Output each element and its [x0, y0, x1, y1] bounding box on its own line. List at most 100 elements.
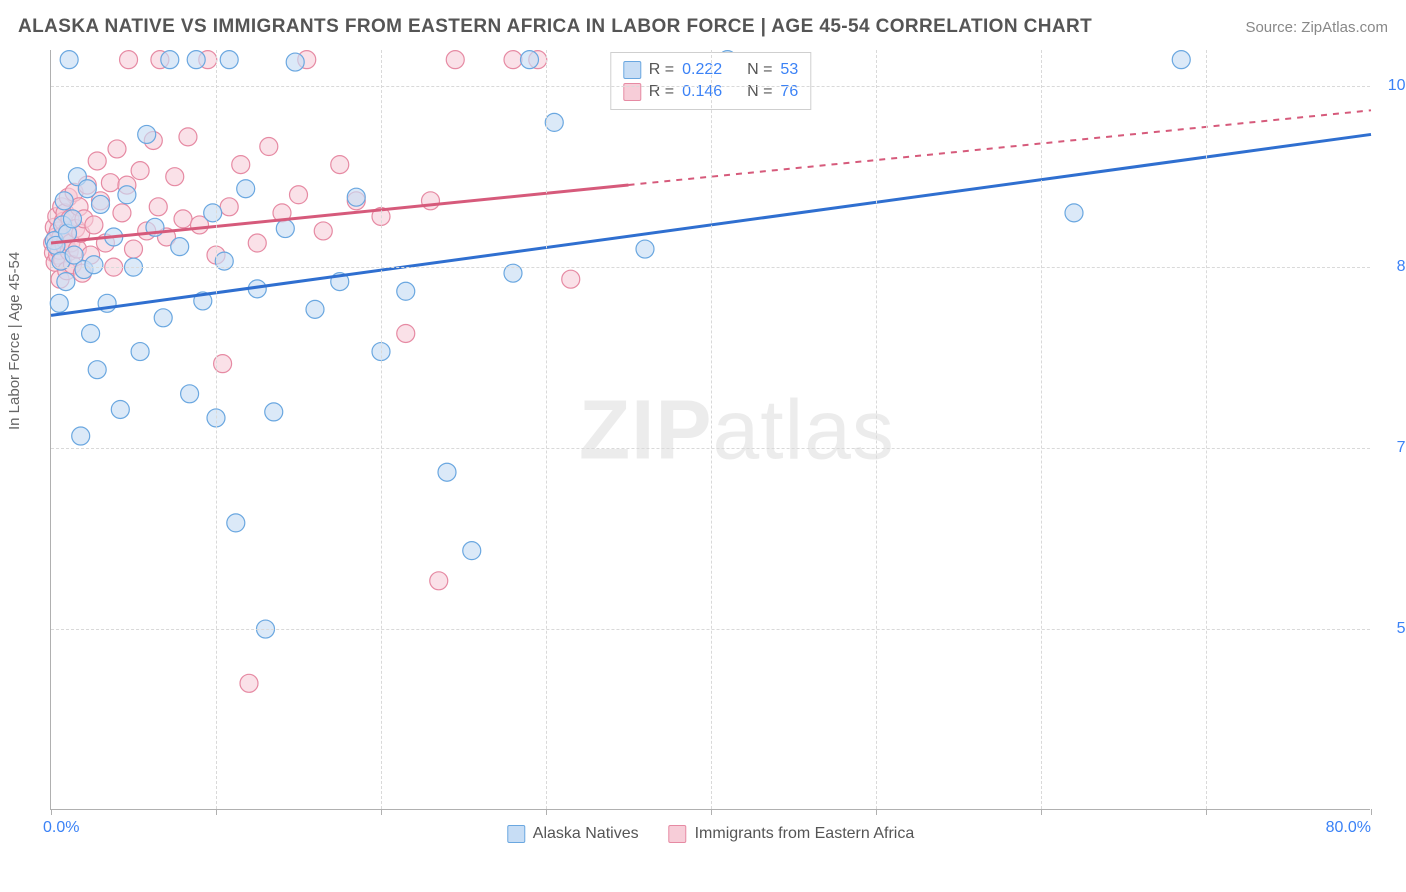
- scatter-point-blue: [118, 186, 136, 204]
- scatter-point-pink: [108, 140, 126, 158]
- scatter-point-pink: [149, 198, 167, 216]
- swatch-blue: [623, 61, 641, 79]
- legend-item-blue: Alaska Natives: [507, 825, 639, 843]
- chart-title: ALASKA NATIVE VS IMMIGRANTS FROM EASTERN…: [18, 16, 1092, 38]
- trend-line-pink: [51, 185, 629, 243]
- scatter-point-blue: [347, 188, 365, 206]
- scatter-point-blue: [227, 514, 245, 532]
- plot-area: ZIPatlas R = 0.222 N = 53 R = 0.146 N = …: [50, 50, 1370, 810]
- scatter-point-blue: [1172, 51, 1190, 69]
- scatter-point-blue: [82, 324, 100, 342]
- scatter-point-blue: [265, 403, 283, 421]
- scatter-point-pink: [131, 162, 149, 180]
- scatter-point-pink: [220, 198, 238, 216]
- scatter-point-blue: [521, 51, 539, 69]
- n-label: N =: [747, 59, 772, 81]
- r-label: R =: [649, 59, 674, 81]
- scatter-point-blue: [237, 180, 255, 198]
- y-tick-label: 70.0%: [1382, 439, 1406, 457]
- r-label: R =: [649, 81, 674, 103]
- scatter-point-blue: [286, 53, 304, 71]
- scatter-point-blue: [50, 294, 68, 312]
- scatter-point-blue: [438, 463, 456, 481]
- scatter-point-pink: [397, 324, 415, 342]
- scatter-point-blue: [60, 51, 78, 69]
- swatch-pink: [669, 825, 687, 843]
- scatter-point-pink: [314, 222, 332, 240]
- y-tick-label: 55.0%: [1382, 620, 1406, 638]
- x-tick-mark: [381, 809, 382, 815]
- scatter-point-blue: [171, 238, 189, 256]
- title-row: ALASKA NATIVE VS IMMIGRANTS FROM EASTERN…: [18, 16, 1388, 38]
- chart-container: ALASKA NATIVE VS IMMIGRANTS FROM EASTERN…: [0, 0, 1406, 892]
- scatter-point-blue: [204, 204, 222, 222]
- scatter-point-pink: [260, 138, 278, 156]
- scatter-point-blue: [187, 51, 205, 69]
- scatter-point-blue: [131, 343, 149, 361]
- gridline-v: [711, 50, 712, 809]
- y-tick-label: 100.0%: [1382, 77, 1406, 95]
- scatter-point-pink: [125, 240, 143, 258]
- scatter-point-blue: [72, 427, 90, 445]
- y-tick-label: 85.0%: [1382, 258, 1406, 276]
- scatter-point-blue: [78, 180, 96, 198]
- scatter-point-blue: [1065, 204, 1083, 222]
- legend-label-blue: Alaska Natives: [533, 825, 639, 843]
- scatter-point-blue: [161, 51, 179, 69]
- scatter-point-pink: [166, 168, 184, 186]
- scatter-point-pink: [290, 186, 308, 204]
- scatter-point-blue: [138, 125, 156, 143]
- x-tick-mark: [711, 809, 712, 815]
- x-tick-mark: [546, 809, 547, 815]
- scatter-point-pink: [504, 51, 522, 69]
- scatter-point-pink: [562, 270, 580, 288]
- scatter-point-blue: [276, 220, 294, 238]
- gridline-v: [876, 50, 877, 809]
- scatter-point-blue: [545, 113, 563, 131]
- scatter-point-blue: [220, 51, 238, 69]
- scatter-point-pink: [430, 572, 448, 590]
- scatter-point-pink: [240, 674, 258, 692]
- x-tick-mark: [51, 809, 52, 815]
- x-tick-label: 80.0%: [1326, 819, 1371, 837]
- scatter-point-blue: [306, 300, 324, 318]
- source-label: Source: ZipAtlas.com: [1245, 19, 1388, 36]
- scatter-point-blue: [63, 210, 81, 228]
- gridline-v: [216, 50, 217, 809]
- scatter-point-pink: [179, 128, 197, 146]
- scatter-point-blue: [636, 240, 654, 258]
- swatch-blue: [507, 825, 525, 843]
- x-tick-mark: [1041, 809, 1042, 815]
- x-tick-mark: [876, 809, 877, 815]
- scatter-point-blue: [88, 361, 106, 379]
- n-value-blue: 53: [780, 59, 798, 81]
- x-tick-mark: [216, 809, 217, 815]
- y-axis-label: In Labor Force | Age 45-54: [6, 252, 23, 430]
- scatter-point-pink: [174, 210, 192, 228]
- gridline-v: [381, 50, 382, 809]
- x-tick-label: 0.0%: [43, 819, 79, 837]
- scatter-point-pink: [232, 156, 250, 174]
- legend-item-pink: Immigrants from Eastern Africa: [669, 825, 915, 843]
- scatter-point-pink: [248, 234, 266, 252]
- scatter-point-blue: [154, 309, 172, 327]
- trend-line-pink-dashed: [629, 110, 1372, 185]
- scatter-point-blue: [55, 192, 73, 210]
- scatter-point-blue: [85, 256, 103, 274]
- scatter-point-blue: [111, 400, 129, 418]
- x-tick-mark: [1206, 809, 1207, 815]
- scatter-point-pink: [113, 204, 131, 222]
- gridline-v: [546, 50, 547, 809]
- gridline-v: [1206, 50, 1207, 809]
- scatter-point-pink: [422, 192, 440, 210]
- scatter-point-pink: [101, 174, 119, 192]
- scatter-point-blue: [397, 282, 415, 300]
- scatter-point-pink: [88, 152, 106, 170]
- legend-label-pink: Immigrants from Eastern Africa: [695, 825, 915, 843]
- legend-series: Alaska Natives Immigrants from Eastern A…: [507, 825, 914, 843]
- r-value-blue: 0.222: [682, 59, 722, 81]
- n-label: N =: [747, 81, 772, 103]
- x-tick-mark: [1371, 809, 1372, 815]
- scatter-point-blue: [181, 385, 199, 403]
- scatter-point-blue: [463, 542, 481, 560]
